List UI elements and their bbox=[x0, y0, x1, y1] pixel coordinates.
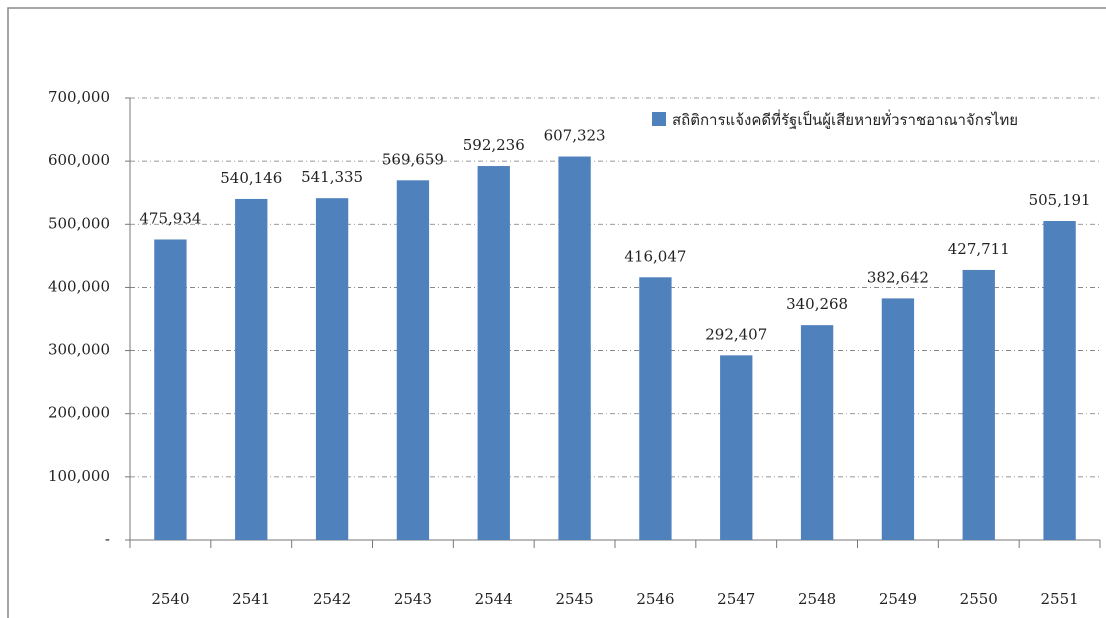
bar bbox=[235, 198, 268, 540]
y-tick-label: 500,000 bbox=[48, 214, 110, 232]
data-label: 382,642 bbox=[867, 268, 929, 286]
bar bbox=[881, 298, 915, 540]
x-tick-label: 2542 bbox=[313, 590, 351, 608]
legend-swatch bbox=[652, 112, 666, 126]
bar bbox=[1043, 221, 1076, 540]
bar bbox=[639, 277, 672, 540]
bar bbox=[315, 198, 349, 540]
chart-border bbox=[7, 7, 1106, 618]
x-tick-label: 2540 bbox=[151, 590, 189, 608]
x-tick-label: 2544 bbox=[475, 590, 513, 608]
x-tick-label: 2547 bbox=[717, 590, 755, 608]
x-tick-label: 2541 bbox=[232, 590, 270, 608]
data-label: 592,236 bbox=[463, 136, 525, 154]
bar bbox=[154, 239, 187, 540]
bar bbox=[396, 180, 430, 540]
y-tick-label: 300,000 bbox=[48, 341, 110, 359]
x-tick-label: 2546 bbox=[636, 590, 674, 608]
data-label: 569,659 bbox=[382, 150, 444, 168]
x-tick-label: 2543 bbox=[394, 590, 432, 608]
data-label: 540,146 bbox=[220, 169, 282, 187]
x-tick-label: 2545 bbox=[555, 590, 593, 608]
data-label: 607,323 bbox=[544, 127, 606, 145]
y-tick-label: 600,000 bbox=[48, 151, 110, 169]
x-tick-label: 2549 bbox=[879, 590, 917, 608]
x-tick-label: 2551 bbox=[1040, 590, 1078, 608]
data-label: 340,268 bbox=[786, 295, 848, 313]
data-label: 475,934 bbox=[139, 209, 201, 227]
y-tick-label: 200,000 bbox=[48, 404, 110, 422]
y-tick-label: 100,000 bbox=[48, 467, 110, 485]
y-tick-label: 400,000 bbox=[48, 277, 110, 295]
bar bbox=[477, 166, 510, 540]
data-label: 541,335 bbox=[301, 168, 363, 186]
x-tick-label: 2550 bbox=[960, 590, 998, 608]
data-label: 505,191 bbox=[1029, 191, 1091, 209]
bar bbox=[800, 325, 834, 540]
bar bbox=[558, 156, 591, 540]
x-tick-label: 2548 bbox=[798, 590, 836, 608]
bar bbox=[720, 355, 753, 540]
legend: สถิติการแจ้งคดีที่รัฐเป็นผู้เสียหายทั่วร… bbox=[652, 104, 1092, 136]
data-label: 292,407 bbox=[705, 325, 767, 343]
y-tick-label: - bbox=[105, 530, 110, 548]
data-label: 416,047 bbox=[624, 247, 686, 265]
bar bbox=[962, 269, 995, 540]
y-tick-label: 700,000 bbox=[48, 88, 110, 106]
data-label: 427,711 bbox=[948, 240, 1010, 258]
legend-label: สถิติการแจ้งคดีที่รัฐเป็นผู้เสียหายทั่วร… bbox=[672, 111, 1019, 129]
